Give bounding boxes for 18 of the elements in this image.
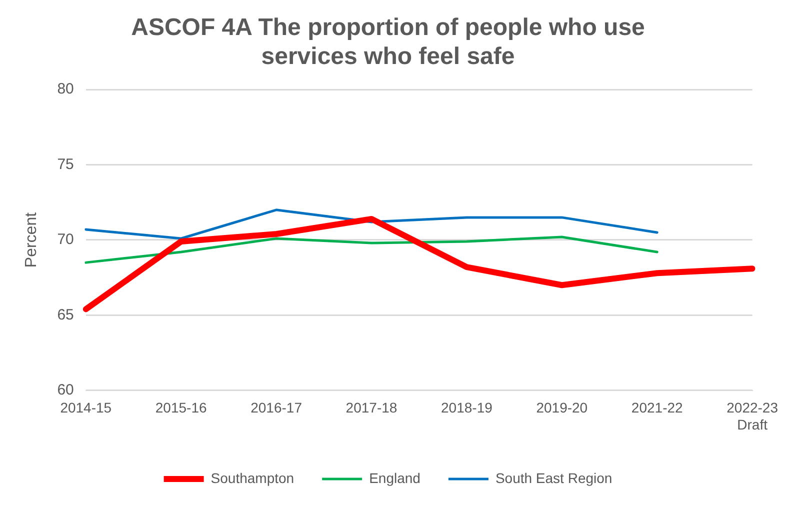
x-tick-label: 2018-19	[441, 400, 493, 416]
y-tick-label: 65	[57, 306, 74, 324]
y-tick-label: 80	[57, 80, 74, 98]
y-axis-title: Percent	[23, 212, 40, 268]
y-tick-label: 75	[57, 156, 74, 173]
x-tick-label: 2021-22	[631, 400, 684, 416]
chart-title: ASCOF 4A The proportion of people who use services who feel safe	[131, 14, 645, 70]
x-tick-label: 2022-23 Draft	[726, 400, 778, 432]
x-tick-label: 2015-16	[155, 400, 207, 416]
legend-label: South East Region	[495, 470, 612, 486]
y-tick-label: 60	[57, 382, 74, 399]
x-tick-label: 2019-20	[536, 400, 588, 416]
x-tick-label: 2017-18	[346, 400, 398, 416]
x-tick-label: 2014-15	[60, 400, 112, 416]
y-tick-label: 70	[57, 231, 74, 248]
legend-label: England	[369, 470, 420, 486]
x-tick-label: 2016-17	[250, 400, 302, 416]
legend-label: Southampton	[210, 470, 294, 486]
